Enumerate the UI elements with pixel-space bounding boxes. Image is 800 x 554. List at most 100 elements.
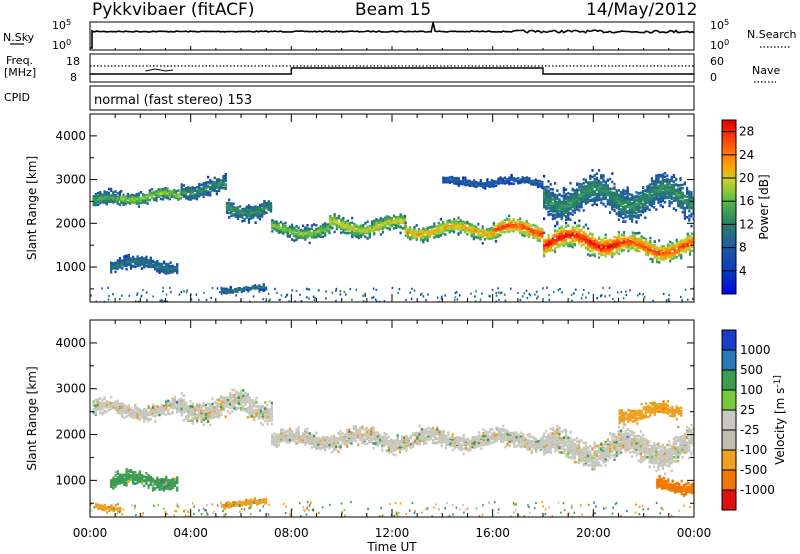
power-cell — [346, 219, 349, 223]
power-cell — [604, 253, 607, 257]
power-cell — [439, 234, 442, 237]
power-cell — [604, 193, 607, 196]
power-cell — [633, 214, 636, 218]
power-cell — [224, 173, 227, 176]
power-cell — [617, 214, 620, 218]
power-cell — [381, 222, 385, 226]
power-band-9 — [618, 231, 694, 264]
power-cell — [541, 234, 544, 238]
power-cell — [96, 198, 100, 201]
power-cell — [218, 183, 221, 187]
power-band-1 — [120, 186, 182, 208]
power-cell — [598, 195, 601, 199]
power-cell — [549, 248, 552, 251]
power-cell — [620, 211, 623, 215]
power-cell — [481, 235, 484, 238]
power-cell — [628, 193, 631, 196]
power-cell — [600, 191, 603, 194]
power-cell — [165, 270, 168, 274]
power-cell — [140, 201, 143, 204]
power-cell — [554, 240, 557, 244]
power-cell — [532, 231, 535, 235]
power-cell — [229, 290, 232, 293]
power-cell — [247, 218, 251, 221]
power-cell — [198, 186, 201, 190]
power-cell — [164, 186, 167, 190]
power-cell — [628, 199, 631, 203]
power-cell — [635, 207, 638, 210]
power-cell — [370, 226, 374, 229]
power-cell — [562, 210, 565, 213]
power-cell — [545, 205, 548, 208]
power-cell — [435, 234, 438, 238]
power-cell — [118, 191, 122, 194]
power-cell — [532, 236, 535, 239]
power-cell — [505, 218, 509, 221]
power-cell — [477, 236, 480, 240]
power-cell — [234, 207, 237, 211]
power-cell — [262, 283, 265, 286]
power-cell — [357, 234, 360, 237]
power-cell — [222, 180, 225, 184]
power-cell — [333, 216, 336, 220]
power-cell — [622, 220, 625, 223]
power-cell — [411, 230, 414, 233]
power-cell — [481, 228, 484, 232]
power-cell — [649, 240, 652, 243]
power-cell — [317, 234, 320, 238]
power-cell — [573, 189, 576, 192]
power-cell — [615, 190, 618, 194]
power-cell — [571, 210, 574, 213]
power-cell — [602, 253, 605, 256]
power-cell — [538, 237, 542, 241]
power-cell — [615, 203, 618, 207]
power-cell — [433, 229, 436, 233]
power-cell — [488, 228, 491, 231]
power-cell — [444, 226, 447, 230]
power-cell — [591, 175, 594, 179]
power-cell — [370, 224, 374, 228]
power-cell — [168, 194, 171, 197]
power-cell — [193, 188, 196, 192]
power-cell — [606, 184, 609, 187]
power-cell — [549, 205, 552, 208]
power-cell — [395, 218, 398, 222]
power-cell — [357, 236, 360, 240]
power-cell — [293, 239, 296, 242]
power-cell — [269, 205, 273, 209]
power-cell — [508, 214, 511, 218]
power-cell — [651, 251, 654, 255]
power-cell — [164, 193, 167, 197]
power-cell — [631, 209, 634, 213]
power-cell — [688, 240, 692, 243]
power-cell — [609, 252, 612, 256]
power-cell — [154, 262, 157, 266]
power-cell — [366, 228, 369, 231]
power-cell — [578, 202, 581, 206]
power-cell — [218, 185, 221, 189]
power-cell — [569, 244, 572, 248]
power-cell — [547, 248, 550, 251]
power-cell — [202, 182, 205, 185]
power-cell — [151, 260, 155, 263]
power-cell — [593, 184, 596, 187]
power-cell — [245, 287, 248, 290]
power-cell — [622, 241, 626, 245]
power-cell — [103, 196, 106, 199]
power-cell — [99, 199, 102, 202]
power-cell — [591, 245, 594, 249]
power-cell — [521, 224, 524, 227]
power-cell — [576, 235, 579, 239]
power-cell — [446, 219, 449, 223]
power-cell — [94, 202, 97, 206]
power-cell — [644, 243, 648, 246]
power-cell — [475, 235, 478, 239]
power-cell — [457, 228, 460, 231]
power-cell — [431, 228, 434, 232]
power-cell — [251, 285, 254, 289]
power-cell — [609, 202, 612, 206]
power-cell — [631, 237, 634, 240]
power-cell — [165, 266, 168, 269]
power-cell — [644, 198, 647, 202]
power-band-8 — [543, 218, 620, 259]
